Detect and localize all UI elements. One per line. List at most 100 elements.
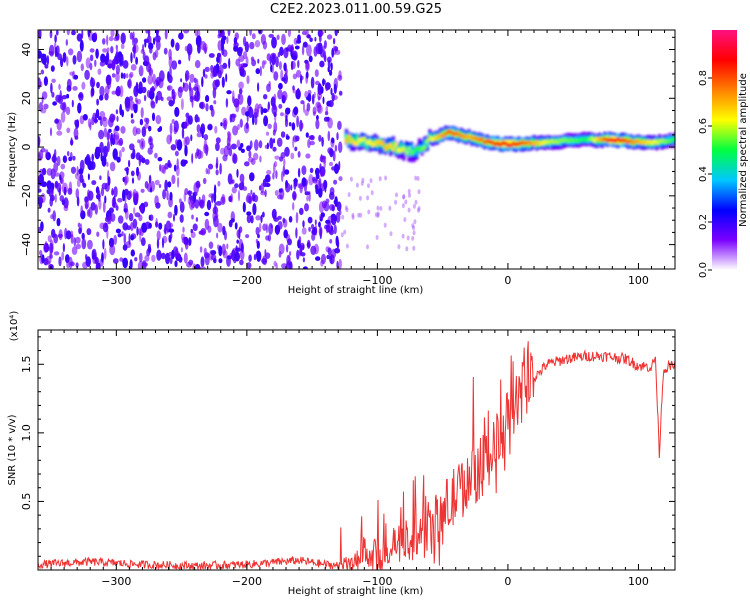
noise-speckle [299, 242, 305, 251]
noise-speckle [115, 64, 120, 75]
noise-speckle [257, 234, 260, 239]
noise-speckle [110, 46, 114, 54]
noise-speckle [66, 150, 70, 157]
noise-speckle [242, 201, 246, 213]
noise-speckle [113, 186, 118, 198]
noise-speckle [105, 74, 111, 86]
noise-speckle [266, 83, 271, 93]
noise-speckle [182, 226, 185, 233]
noise-speckle [231, 249, 236, 261]
noise-speckle [130, 52, 133, 64]
noise-speckle [169, 122, 173, 135]
noise-speckle [128, 95, 134, 102]
noise-speckle [317, 42, 323, 55]
noise-speckle [325, 105, 329, 115]
ridge-segment [368, 140, 372, 145]
noise-speckle [118, 150, 122, 159]
noise-speckle [341, 214, 345, 220]
noise-speckle [281, 77, 286, 82]
noise-speckle [109, 244, 116, 256]
noise-speckle [154, 179, 160, 186]
ridge-segment [530, 141, 534, 146]
noise-speckle [255, 226, 260, 236]
noise-speckle [270, 64, 273, 73]
ridge-segment [579, 137, 583, 142]
noise-speckle [150, 99, 154, 106]
noise-speckle [143, 94, 147, 102]
ridge-segment [355, 134, 359, 142]
noise-speckle [175, 139, 178, 146]
noise-speckle [166, 189, 169, 201]
noise-speckle [204, 253, 210, 266]
noise-speckle [316, 173, 320, 180]
noise-speckle [252, 203, 257, 216]
noise-speckle [76, 179, 81, 188]
noise-speckle [323, 159, 326, 169]
noise-speckle [46, 168, 53, 176]
noise-speckle [184, 45, 188, 52]
noise-speckle [99, 175, 102, 180]
ridge-segment [423, 140, 427, 149]
noise-speckle [183, 159, 188, 165]
noise-speckle [148, 125, 152, 132]
noise-speckle [51, 155, 58, 163]
ridge-segment [436, 135, 440, 140]
noise-speckle [323, 116, 329, 122]
ridge-segment [381, 140, 385, 146]
noise-speckle [196, 132, 202, 138]
noise-speckle [333, 95, 338, 101]
noise-speckle [376, 211, 380, 217]
noise-speckle [295, 227, 298, 239]
noise-speckle [275, 56, 279, 68]
noise-speckle [114, 125, 120, 132]
noise-speckle [106, 161, 109, 168]
noise-speckle [305, 132, 309, 138]
noise-speckle [106, 47, 110, 53]
noise-speckle [191, 96, 194, 108]
colorbar-tick-label: 0.0 [698, 262, 709, 278]
ridge-segment [386, 138, 390, 150]
noise-speckle [48, 50, 54, 56]
noise-speckle [139, 118, 144, 126]
y-tick-label: 0 [20, 144, 33, 151]
noise-speckle [168, 228, 175, 233]
noise-speckle [253, 152, 259, 161]
noise-speckle [54, 118, 59, 124]
noise-speckle [99, 94, 104, 101]
noise-speckle [39, 250, 43, 256]
noise-speckle [51, 78, 56, 84]
noise-speckle [218, 64, 224, 75]
noise-speckle [281, 90, 288, 102]
noise-speckle [201, 76, 204, 88]
noise-speckle [80, 205, 83, 216]
noise-speckle [201, 194, 206, 205]
noise-speckle [338, 176, 343, 182]
noise-speckle [241, 69, 247, 78]
y-axis-multiplier: (x10⁴) [9, 311, 20, 342]
noise-speckle [259, 155, 262, 163]
noise-speckle [222, 49, 228, 57]
noise-speckle [71, 30, 76, 36]
noise-speckle [206, 199, 212, 211]
noise-speckle [199, 102, 204, 109]
noise-speckle [215, 201, 222, 206]
noise-speckle [207, 124, 213, 131]
noise-speckle [319, 163, 322, 173]
ridge-segment [652, 139, 656, 144]
colorbar-label: Normalized spectral amplitude [738, 73, 749, 227]
noise-speckle [242, 186, 248, 192]
noise-speckle [336, 132, 339, 141]
noise-speckle [417, 206, 421, 211]
noise-speckle [194, 30, 199, 37]
ridge-segment [472, 136, 476, 140]
noise-speckle [283, 62, 287, 72]
noise-speckle [226, 243, 229, 250]
noise-speckle [349, 176, 353, 182]
colorbar-gradient [712, 30, 737, 270]
noise-speckle [245, 234, 250, 239]
noise-speckle [401, 203, 405, 209]
noise-speckle [395, 192, 398, 198]
noise-speckle [156, 90, 163, 101]
ridge-segment [647, 139, 651, 144]
